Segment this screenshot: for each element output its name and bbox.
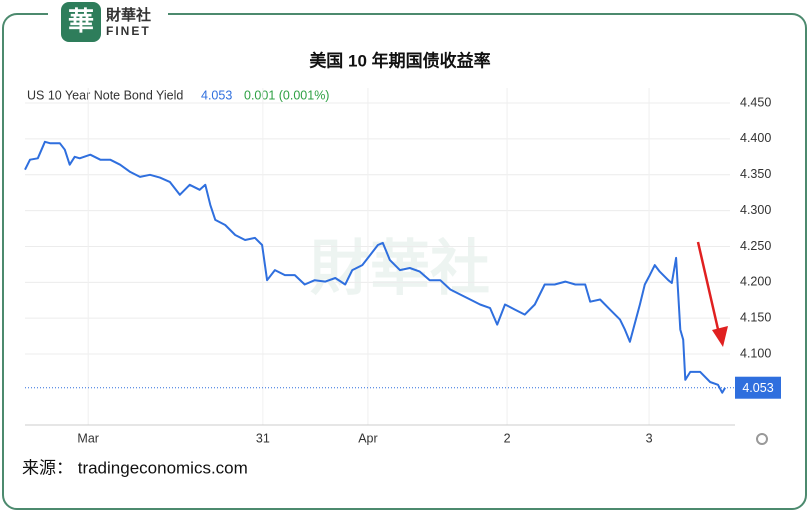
y-tick-label: 4.200 — [740, 275, 771, 289]
plot: 4.053 — [24, 140, 781, 399]
x-tick-label: 31 — [256, 431, 270, 445]
settings-icon[interactable] — [756, 433, 768, 445]
arrow-shaft — [696, 241, 722, 339]
grid: 4.100 4.150 4.200 4.250 4.300 4.350 4.400 4.450… — [25, 88, 771, 445]
instrument: US 10 Year Note Bond Yield — [27, 88, 183, 102]
y-tick-label: 4.450 — [740, 95, 771, 109]
logo-mark — [61, 2, 101, 42]
source: 来源： tradingeconomics.com — [22, 458, 248, 477]
x-tick-label: 2 — [504, 431, 511, 445]
y-tick-label: 4.150 — [740, 310, 771, 324]
last-price-badge — [735, 376, 781, 399]
line-series — [24, 140, 726, 394]
last-price: 4.053 — [201, 88, 232, 102]
y-tick-label: 4.400 — [740, 131, 771, 145]
x-tick-label: 3 — [646, 431, 653, 445]
brand-name: 財華社 — [105, 6, 151, 24]
arrow-head — [712, 326, 728, 347]
last-price-label: 4.053 — [742, 381, 773, 395]
y-tick-label: 4.350 — [740, 167, 771, 181]
y-tick-label: 4.100 — [740, 346, 771, 360]
watermark: 財華社 — [310, 235, 490, 302]
logo-glyph: 華 — [68, 6, 94, 36]
brand-sub: FINET — [106, 24, 151, 38]
x-tick-label: Apr — [358, 431, 377, 445]
y-tick-label: 4.300 — [740, 203, 771, 217]
chart-title: 美国 10 年期国债收益率 — [309, 50, 490, 70]
y-tick-label: 4.250 — [740, 239, 771, 253]
change: 0.001 (0.001%) — [244, 88, 329, 102]
x-tick-label: Mar — [77, 431, 99, 445]
frame — [2, 13, 807, 510]
